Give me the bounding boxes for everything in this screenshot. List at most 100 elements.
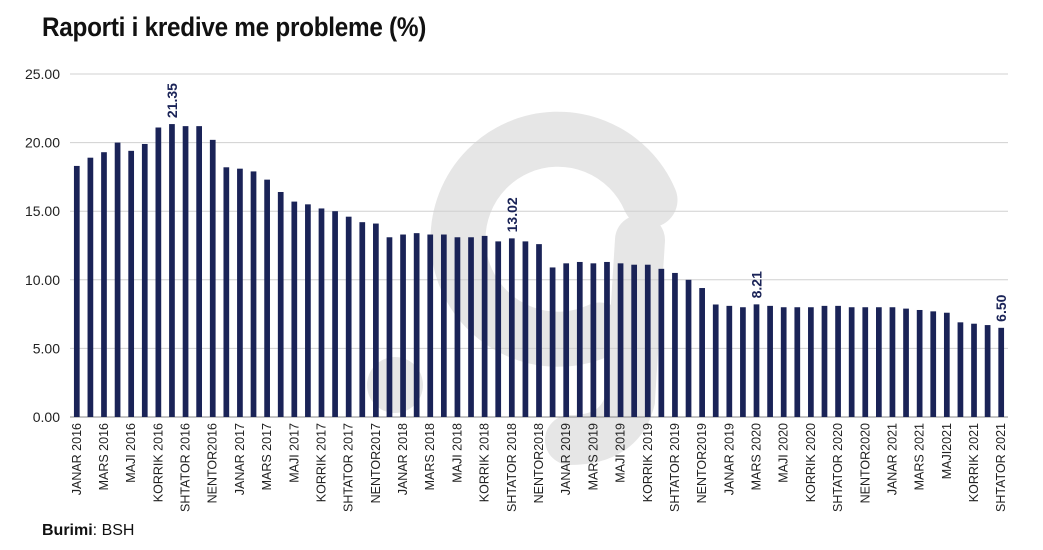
- x-tick-label: MARS 2021: [913, 423, 927, 490]
- y-tick-label: 5.00: [33, 340, 60, 356]
- x-tick-label: NENTOR2017: [369, 423, 383, 503]
- bar: [930, 311, 937, 417]
- watermark-logo: [367, 111, 678, 465]
- y-axis-ticks: 0.00 5.00 10.00 15.00 20.00 25.00: [25, 66, 60, 425]
- bar: [971, 323, 977, 417]
- bar: [250, 171, 257, 417]
- x-tick-label: NENTOR2016: [206, 423, 220, 503]
- bars: [73, 124, 1005, 418]
- x-tick-label: KORRIK 2017: [314, 423, 328, 502]
- bar: [726, 305, 733, 417]
- bar: [345, 216, 352, 417]
- bar: [617, 263, 624, 417]
- y-tick-label: 20.00: [25, 135, 60, 151]
- x-tick-label: NENTOR2020: [858, 423, 872, 503]
- source-value: BSH: [101, 522, 135, 539]
- bar: [780, 307, 787, 417]
- bar: [740, 307, 746, 417]
- bar: [712, 304, 719, 417]
- x-tick-label: MAJI 2016: [124, 423, 138, 483]
- bar: [753, 304, 760, 417]
- bar: [87, 157, 94, 417]
- bar: [223, 167, 230, 417]
- bar: [413, 233, 420, 417]
- bar: [835, 305, 841, 417]
- data-label: 21.35: [164, 83, 180, 118]
- bar: [563, 263, 570, 417]
- bar: [604, 261, 610, 417]
- watermark-dot: [367, 357, 423, 413]
- data-labels: 21.35 13.02 8.21 6.50: [164, 83, 1009, 322]
- x-tick-label: KORRIK 2018: [478, 423, 492, 502]
- bar: [821, 305, 828, 417]
- bar: [576, 261, 583, 417]
- bar: [536, 244, 542, 417]
- x-tick-label: JANAR 2018: [396, 423, 410, 495]
- bar: [644, 264, 651, 417]
- x-tick-label: MAJI2021: [940, 423, 954, 479]
- x-tick-label: SHTATOR 2016: [179, 423, 193, 512]
- x-tick-label: JANAR 2017: [233, 423, 247, 495]
- bar: [114, 142, 121, 417]
- x-tick-label: MARS 2018: [423, 423, 437, 490]
- x-tick-label: JANAR 2021: [885, 423, 899, 495]
- chart-title: Raporti i kredive me probleme (%): [42, 12, 427, 42]
- data-label: 13.02: [504, 197, 520, 232]
- bar: [943, 312, 950, 417]
- bar: [400, 234, 406, 417]
- x-tick-label: KORRIK 2021: [967, 423, 981, 502]
- bar: [903, 308, 909, 417]
- bar: [876, 307, 882, 417]
- bar: [169, 124, 175, 417]
- bar: [196, 126, 202, 418]
- bar: [672, 272, 678, 417]
- bar: [101, 152, 107, 418]
- x-tick-label: SHTATOR 2018: [505, 423, 519, 512]
- watermark-stem: [545, 215, 665, 465]
- bar: [631, 264, 638, 417]
- bar: [808, 307, 814, 417]
- x-tick-label: NENTOR2019: [695, 423, 709, 503]
- x-tick-label: SHTATOR 2019: [668, 423, 682, 512]
- bar: [508, 238, 515, 417]
- bar: [373, 223, 379, 417]
- x-tick-label: MAJI 2019: [614, 423, 628, 483]
- bar: [128, 150, 135, 417]
- data-label: 6.50: [993, 294, 1009, 321]
- bar: [454, 237, 461, 417]
- bar: [848, 307, 855, 417]
- bar: [590, 263, 597, 417]
- bar: [794, 307, 801, 417]
- y-tick-label: 15.00: [25, 203, 60, 219]
- y-tick-label: 0.00: [33, 409, 60, 425]
- bar: [359, 222, 366, 417]
- bar: [440, 234, 447, 417]
- x-tick-label: MAJI 2017: [287, 423, 301, 483]
- bar: [305, 204, 311, 417]
- bar: [277, 191, 284, 417]
- y-tick-label: 25.00: [25, 66, 60, 82]
- bar: [998, 327, 1005, 417]
- x-tick-label: MARS 2016: [97, 423, 111, 490]
- bar: [549, 267, 556, 417]
- x-tick-label: JANAR 2019: [722, 423, 736, 495]
- x-tick-label: MARS 2020: [750, 423, 764, 490]
- bar: [767, 305, 773, 417]
- bar: [957, 322, 964, 417]
- bar: [481, 235, 488, 417]
- y-tick-label: 10.00: [25, 272, 60, 288]
- bar: [73, 165, 80, 417]
- x-tick-label: SHTATOR 2017: [342, 423, 356, 512]
- bar: [264, 179, 270, 417]
- x-tick-label: SHTATOR 2021: [994, 423, 1008, 512]
- bar: [182, 126, 189, 418]
- x-tick-label: KORRIK 2016: [151, 423, 165, 502]
- bar: [291, 201, 298, 417]
- x-tick-label: MAJI 2018: [450, 423, 464, 483]
- x-tick-label: JANAR 2016: [70, 423, 84, 495]
- source-label: Burimi: [42, 522, 93, 539]
- bar: [522, 241, 529, 417]
- bar: [984, 325, 991, 417]
- bar: [889, 307, 896, 417]
